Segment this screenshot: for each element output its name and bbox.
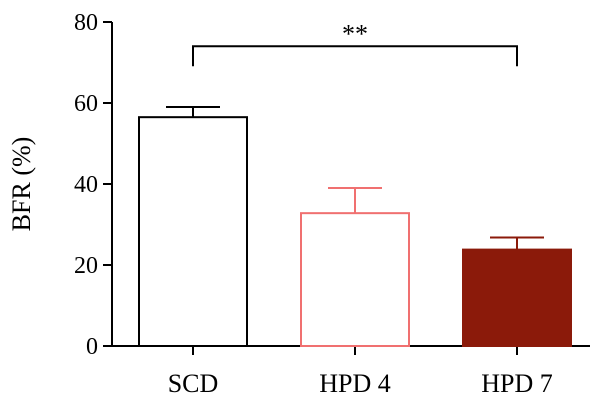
- y-axis-title: BFR (%): [7, 137, 36, 232]
- y-tick-label: 0: [86, 334, 98, 360]
- x-tick-label: SCD: [168, 369, 219, 398]
- y-tick-label: 80: [74, 10, 98, 36]
- bar-hpd-7: [462, 248, 572, 347]
- error-bars: [166, 106, 544, 250]
- y-tick-label: 20: [74, 253, 98, 279]
- bar-hpd-4: [300, 212, 410, 347]
- y-tick-label: 40: [74, 172, 98, 198]
- significance-annotation: **: [192, 19, 518, 67]
- bars: [138, 116, 572, 347]
- x-tick-label: HPD 7: [481, 369, 553, 398]
- significance-label: **: [342, 19, 368, 48]
- y-axis: 0 20 40 60 80: [74, 10, 113, 360]
- x-axis: SCD HPD 4 HPD 7: [112, 345, 590, 398]
- significance-bracket: [192, 45, 518, 67]
- bar-scd: [138, 116, 248, 347]
- y-tick-label: 60: [74, 91, 98, 117]
- x-tick-label: HPD 4: [319, 369, 391, 398]
